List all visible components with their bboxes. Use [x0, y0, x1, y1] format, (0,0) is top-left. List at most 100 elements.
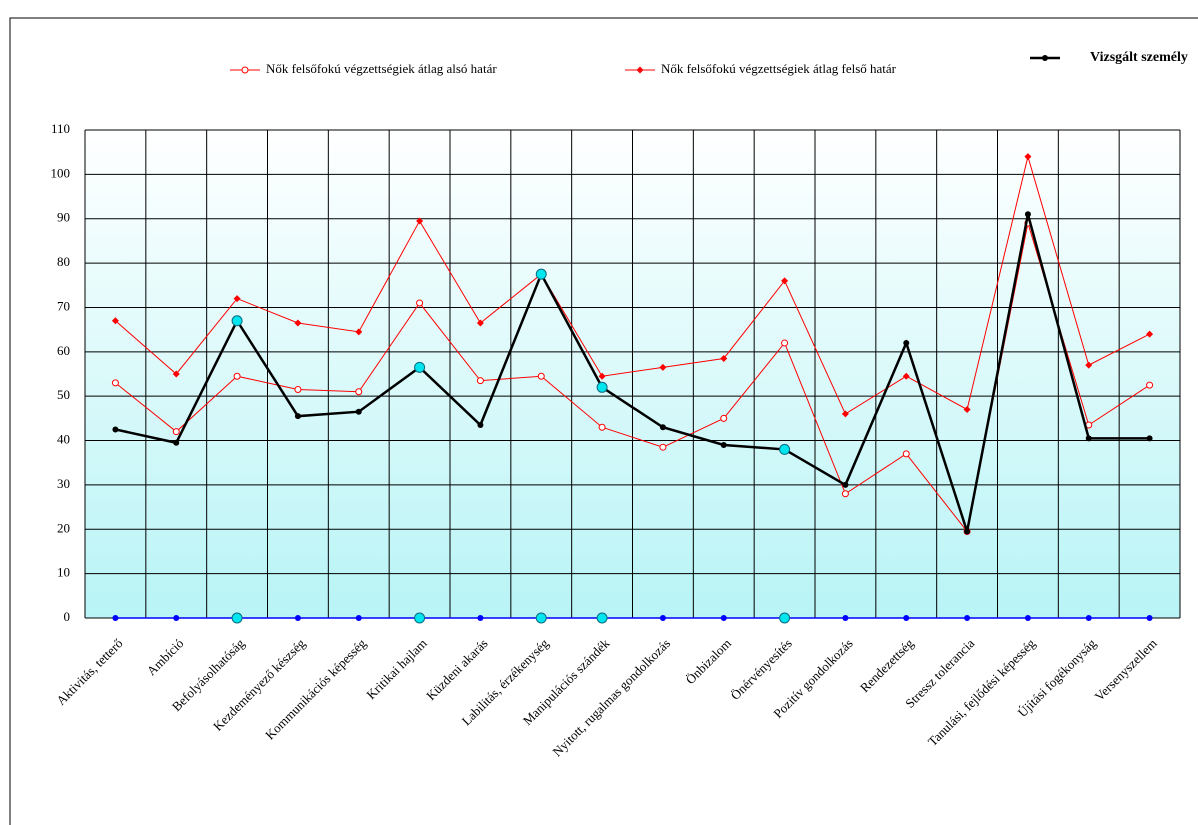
point — [355, 388, 363, 396]
point — [720, 414, 728, 422]
point — [233, 372, 241, 380]
point — [535, 612, 547, 624]
y-tick-label: 60 — [57, 343, 70, 358]
series-line — [115, 154, 1150, 415]
point — [173, 439, 180, 446]
x-tick-label: Aktivitás, tetterő — [53, 636, 125, 708]
series-line — [115, 213, 1150, 532]
point — [659, 615, 666, 621]
point — [1146, 615, 1153, 621]
y-tick-label: 70 — [57, 298, 70, 313]
y-tick-label: 80 — [57, 254, 70, 269]
point — [842, 481, 849, 488]
point — [476, 377, 484, 385]
legend-marker — [1042, 55, 1048, 61]
point — [172, 428, 180, 436]
y-tick-label: 30 — [57, 476, 70, 491]
point — [294, 319, 302, 327]
point — [841, 410, 849, 418]
point — [902, 372, 910, 380]
point — [779, 612, 791, 624]
point — [111, 379, 119, 387]
frame — [9, 17, 1198, 825]
x-tick-label: Önérvényesítés — [728, 636, 795, 703]
point — [416, 299, 424, 307]
point — [903, 339, 910, 346]
legend-label: Nők felsőfokú végzettségiek átlag alsó h… — [266, 61, 497, 76]
point — [720, 441, 727, 448]
point — [841, 490, 849, 498]
legend-marker — [241, 66, 249, 74]
x-tick-label: Tanulási, fejlődési képesség — [925, 635, 1039, 749]
series — [111, 153, 1154, 418]
point — [414, 612, 426, 624]
point — [111, 317, 119, 325]
point — [112, 426, 119, 433]
point — [1146, 381, 1154, 389]
point — [1085, 361, 1093, 369]
point — [1024, 211, 1031, 218]
legend-label: Nők felsőfokú végzettségiek átlag felső … — [661, 61, 897, 76]
point — [964, 615, 971, 621]
point — [781, 277, 789, 285]
y-tick-label: 10 — [57, 565, 70, 580]
y-tick-label: 100 — [51, 165, 71, 180]
point — [598, 423, 606, 431]
point — [231, 315, 243, 327]
point — [902, 450, 910, 458]
point — [781, 339, 789, 347]
legend-label: Vizsgált személy — [1090, 50, 1188, 65]
y-tick-label: 20 — [57, 520, 70, 535]
point — [537, 372, 545, 380]
x-tick-label: Önbizalom — [683, 636, 734, 687]
point — [659, 443, 667, 451]
point — [231, 612, 243, 624]
point — [720, 615, 727, 621]
point — [233, 295, 241, 303]
y-tick-label: 40 — [57, 432, 70, 447]
x-tick-label: Versenyszellem — [1092, 636, 1160, 704]
x-tick-label: Küzdeni akarás — [423, 636, 491, 704]
point — [355, 615, 362, 621]
point — [596, 381, 608, 393]
point — [659, 363, 667, 371]
y-tick-label: 50 — [57, 387, 70, 402]
series — [112, 211, 1153, 535]
point — [112, 615, 119, 621]
point — [477, 422, 484, 429]
point — [720, 354, 728, 362]
point — [535, 268, 547, 280]
y-tick-label: 90 — [57, 210, 70, 225]
point — [1024, 153, 1032, 161]
point — [1085, 435, 1092, 442]
point — [659, 424, 666, 431]
point — [294, 386, 302, 394]
y-tick-label: 0 — [64, 609, 71, 624]
point — [1024, 615, 1031, 621]
point — [294, 615, 301, 621]
point — [842, 615, 849, 621]
point — [477, 615, 484, 621]
point — [1146, 330, 1154, 338]
point — [964, 528, 971, 535]
x-tick-label: Ambíció — [144, 636, 187, 679]
point — [173, 615, 180, 621]
point — [779, 443, 791, 455]
point — [903, 615, 910, 621]
point — [1146, 435, 1153, 442]
point — [294, 413, 301, 420]
point — [1085, 615, 1092, 621]
series — [112, 612, 1153, 624]
x-tick-label: Rendezettség — [857, 635, 917, 695]
legend-marker — [636, 66, 644, 74]
point — [963, 405, 971, 413]
point — [596, 612, 608, 624]
point — [172, 370, 180, 378]
point — [416, 217, 424, 225]
point — [598, 372, 606, 380]
point — [414, 361, 426, 373]
point — [355, 408, 362, 415]
point — [476, 319, 484, 327]
x-tick-label: Kommunikációs képesség — [262, 635, 369, 742]
